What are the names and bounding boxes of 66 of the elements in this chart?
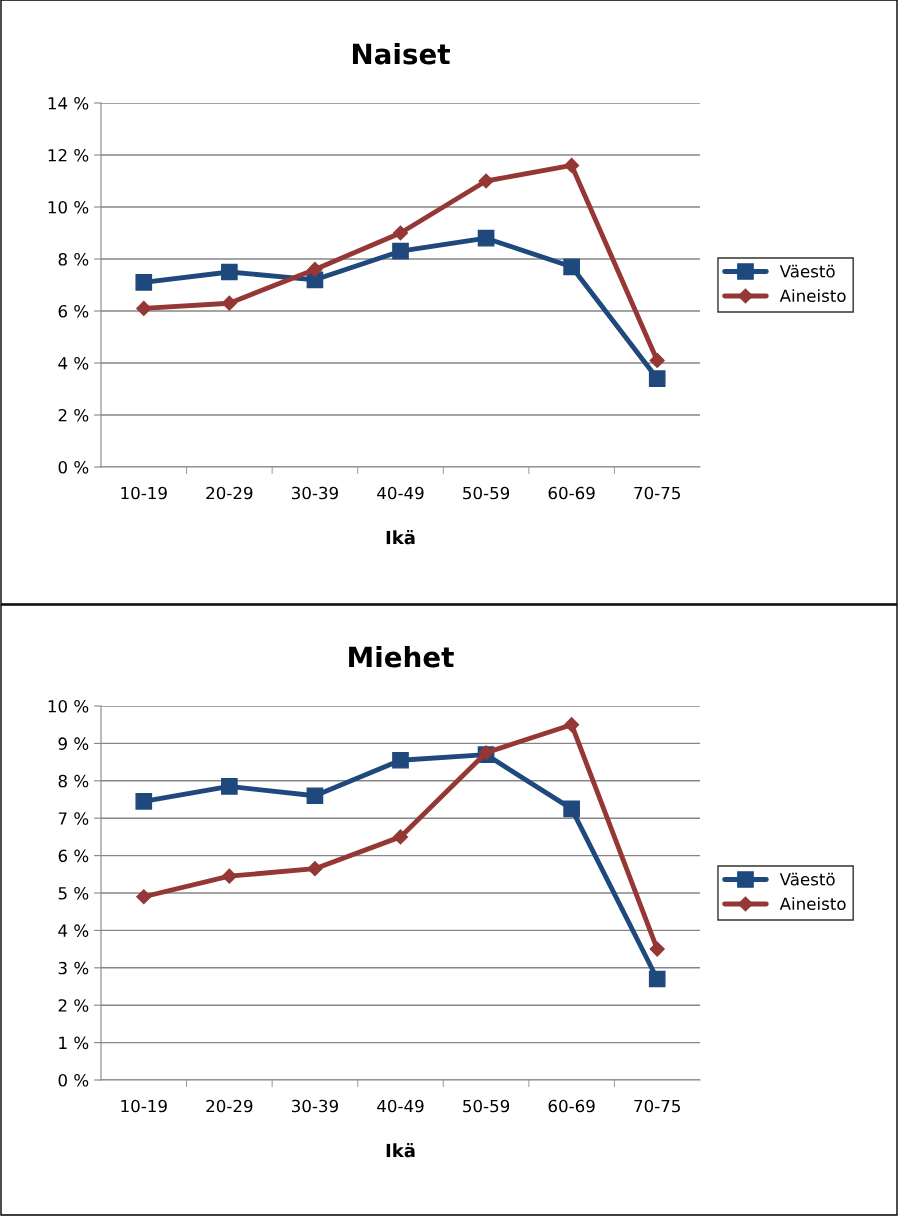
x-tick-label: 60-69	[548, 486, 595, 500]
y-tick-label: 10 %	[48, 699, 89, 713]
x-tick-label: 50-59	[463, 1099, 510, 1113]
y-tick-label: 2 %	[58, 408, 89, 422]
y-tick-label: 2 %	[58, 999, 89, 1012]
y-tick-label: 1 %	[59, 1036, 89, 1050]
point	[307, 861, 323, 877]
x-tick-label: 50-59	[463, 486, 510, 500]
point	[136, 889, 152, 905]
x-tick-label: 70-75	[634, 1099, 680, 1113]
chart-title: Naiset	[352, 43, 450, 65]
chart-title: Miehet	[349, 646, 454, 668]
x-tick-label: 30-39	[291, 1099, 338, 1113]
x-tick-label: 10-19	[121, 1099, 167, 1113]
point	[392, 829, 409, 845]
point	[221, 295, 237, 311]
y-tick-label: 0 %	[58, 1073, 89, 1087]
y-tick-label: 14 %	[48, 96, 89, 110]
y-tick-label: 8 %	[58, 774, 89, 788]
legend-label: Aineisto	[779, 289, 846, 303]
y-tick-label: 6 %	[58, 304, 89, 318]
y-tick-label: 5 %	[58, 886, 89, 900]
point	[649, 352, 665, 368]
legend-label: Väestö	[779, 872, 835, 886]
y-tick-label: 7 %	[58, 812, 89, 825]
x-tick-label: 60-69	[548, 1099, 595, 1113]
point	[477, 229, 495, 247]
point	[392, 242, 409, 260]
point	[563, 800, 580, 818]
y-tick-label: 4 %	[58, 924, 89, 937]
y-tick-label: 4 %	[58, 356, 89, 370]
point	[564, 157, 580, 173]
y-tick-label: 0 %	[58, 460, 89, 474]
point	[648, 970, 666, 988]
x-axis-title: Ikä	[386, 530, 415, 545]
point	[649, 941, 665, 957]
y-tick-label: 6 %	[58, 849, 89, 863]
point	[648, 370, 666, 387]
point	[135, 274, 153, 291]
x-tick-label: 40-49	[377, 486, 424, 500]
point	[221, 778, 238, 795]
point	[221, 868, 237, 884]
point	[392, 751, 409, 769]
point	[135, 793, 153, 810]
legend-label: Aineisto	[779, 897, 846, 911]
point	[478, 173, 494, 189]
y-tick-label: 8 %	[58, 252, 89, 266]
legend-label: Väestö	[779, 264, 835, 278]
x-tick-label: 40-49	[377, 1099, 424, 1113]
x-tick-label: 30-39	[291, 486, 338, 500]
point	[136, 300, 152, 316]
point	[307, 261, 323, 277]
y-tick-label: 12 %	[48, 148, 89, 162]
x-axis-title: Ikä	[386, 1143, 415, 1158]
point	[392, 225, 409, 241]
y-tick-label: 9 %	[58, 737, 89, 750]
point	[563, 258, 580, 276]
point	[221, 263, 238, 281]
point	[564, 717, 580, 733]
x-tick-label: 70-75	[634, 486, 680, 500]
y-tick-label: 10 %	[48, 200, 89, 214]
x-tick-label: 20-29	[206, 1099, 253, 1113]
y-tick-label: 3 %	[58, 961, 89, 975]
x-tick-label: 20-29	[206, 486, 253, 500]
point	[306, 787, 324, 805]
x-tick-label: 10-19	[121, 486, 167, 500]
